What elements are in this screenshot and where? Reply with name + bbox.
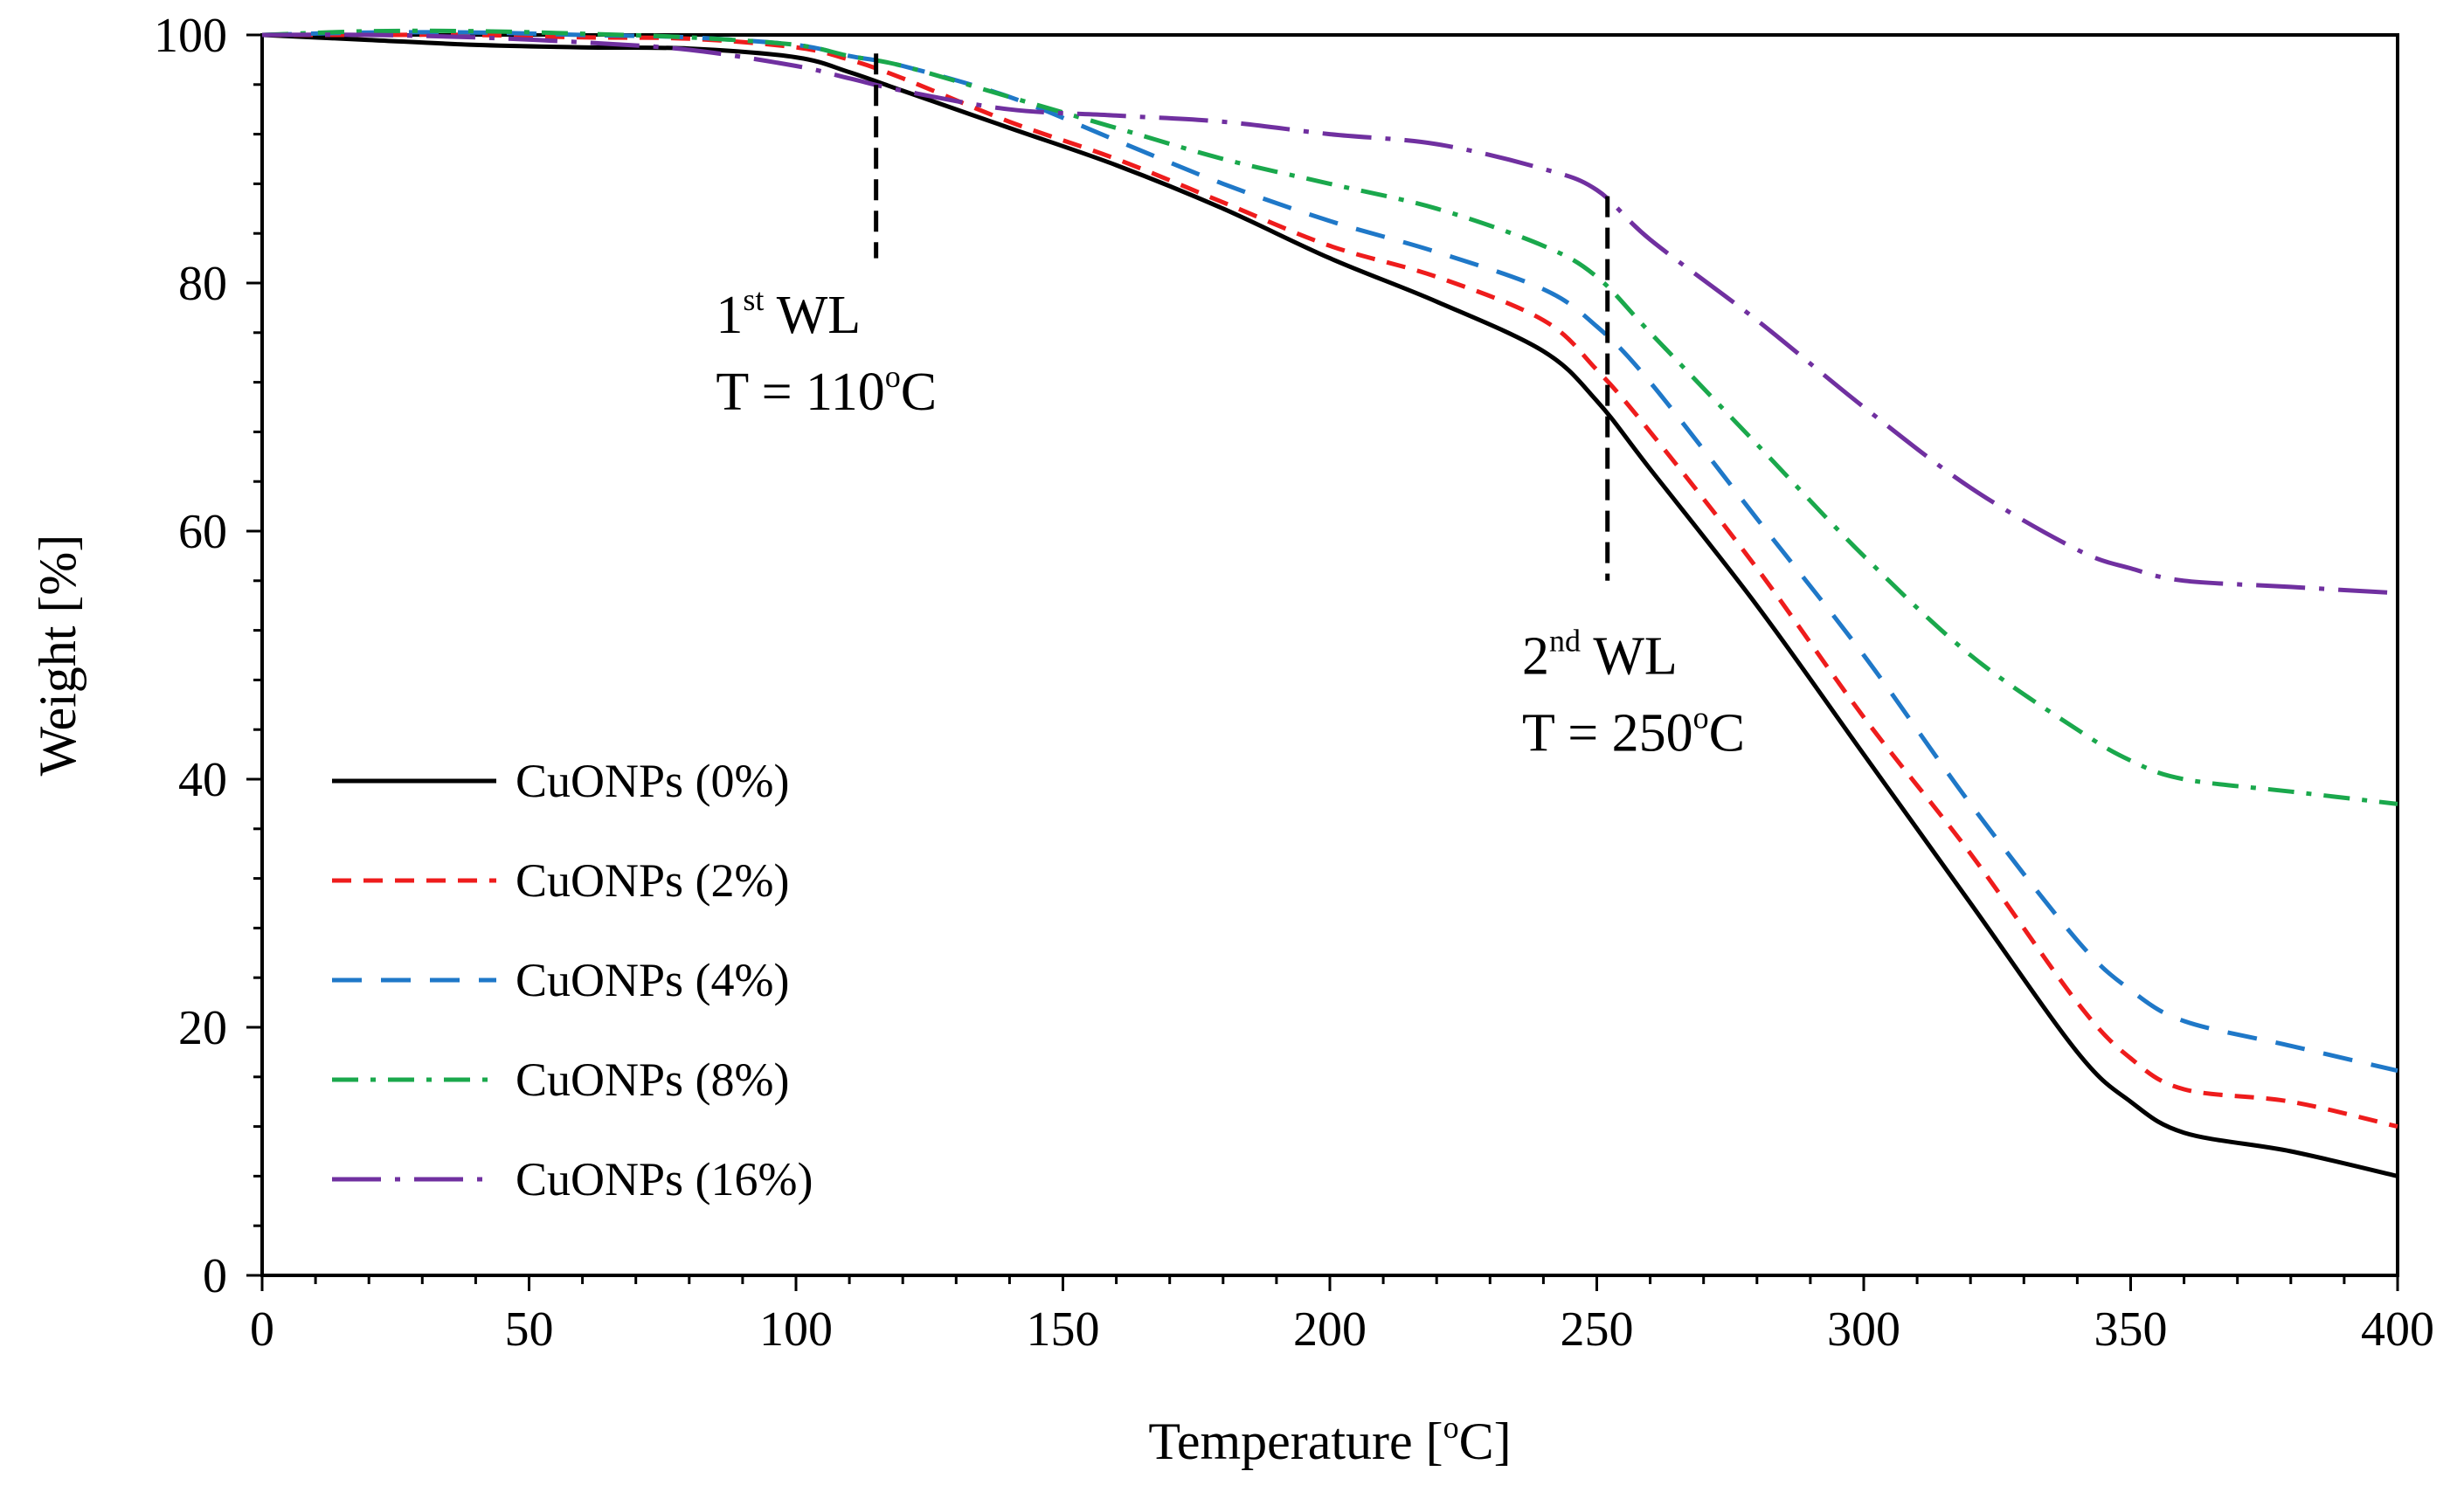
y-tick-label: 100	[154, 9, 227, 63]
x-tick-label: 250	[1561, 1302, 1634, 1357]
annotation-temp-0: T = 110oC	[716, 359, 937, 422]
y-tick-label: 0	[203, 1249, 227, 1303]
annotation-temp-1: T = 250oC	[1522, 700, 1745, 763]
x-tick-label: 50	[505, 1302, 554, 1357]
series-line-3	[261, 28, 2398, 806]
plot-area	[260, 33, 2399, 1277]
annotation-layer: 1st WL T = 110oC 2nd WL T = 250oC	[716, 53, 1745, 763]
y-tick-label: 20	[178, 1001, 227, 1055]
y-axis-title: Weight [%]	[29, 535, 87, 777]
y-tick-label: 60	[178, 505, 227, 559]
legend-label-0: CuONPs (0%)	[516, 755, 790, 807]
x-axis-ticks: 0 50 100 150 200 250 300 350 400	[250, 1275, 2434, 1357]
y-tick-label: 80	[178, 257, 227, 311]
x-tick-label: 300	[1827, 1302, 1900, 1357]
legend-label-3: CuONPs (8%)	[516, 1053, 790, 1106]
y-tick-label: 40	[178, 753, 227, 807]
y-axis-ticks: 0 20 40 60 80 100	[154, 9, 262, 1303]
annotation-label-1: 2nd WL	[1522, 623, 1678, 686]
annotation-label-0: 1st WL	[716, 282, 861, 345]
x-tick-label: 100	[759, 1302, 833, 1357]
x-axis-title: Temperature [oC]	[1148, 1410, 1511, 1470]
legend-label-4: CuONPs (16%)	[516, 1153, 813, 1205]
series-layer	[261, 28, 2398, 1178]
x-tick-label: 350	[2094, 1302, 2168, 1357]
x-tick-label: 0	[250, 1302, 274, 1357]
x-tick-label: 150	[1027, 1302, 1100, 1357]
legend-label-2: CuONPs (4%)	[516, 954, 790, 1006]
x-tick-label: 200	[1293, 1302, 1367, 1357]
x-tick-label: 400	[2361, 1302, 2434, 1357]
legend: CuONPs (0%) CuONPs (2%) CuONPs (4%) CuONPs …	[332, 755, 813, 1205]
legend-label-1: CuONPs (2%)	[516, 854, 790, 907]
